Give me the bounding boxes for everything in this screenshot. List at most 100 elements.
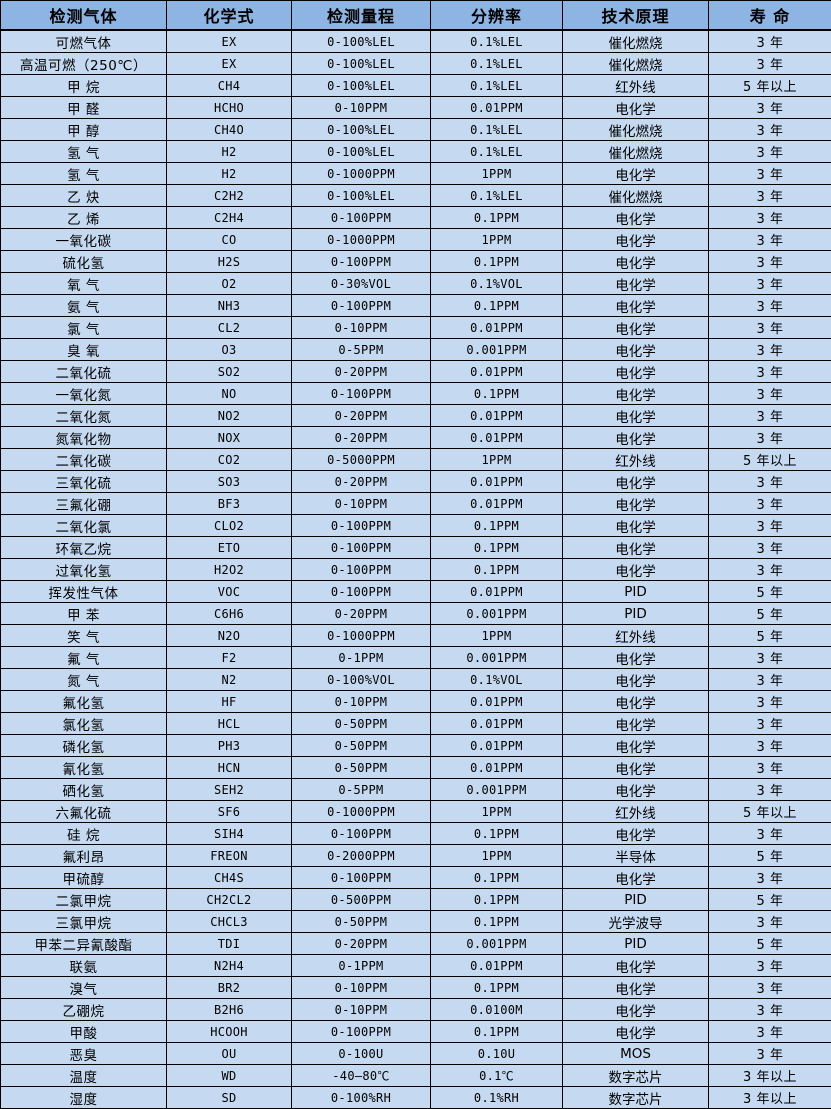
cell-lifespan: 3 年 xyxy=(709,383,831,405)
cell-chemical-formula: HCHO xyxy=(167,97,292,119)
cell-chemical-formula: SIH4 xyxy=(167,823,292,845)
cell-chemical-formula: C2H4 xyxy=(167,207,292,229)
cell-technology: PID xyxy=(563,933,709,955)
cell-lifespan: 3 年 xyxy=(709,251,831,273)
cell-chemical-formula: C6H6 xyxy=(167,603,292,625)
cell-resolution: 0.01PPM xyxy=(431,691,563,713)
cell-chemical-formula: H2 xyxy=(167,141,292,163)
cell-lifespan: 3 年 xyxy=(709,141,831,163)
cell-detection-range: 0-5PPM xyxy=(292,339,431,361)
cell-technology: 电化学 xyxy=(563,493,709,515)
cell-technology: 催化燃烧 xyxy=(563,119,709,141)
cell-detection-range: 0-20PPM xyxy=(292,933,431,955)
cell-lifespan: 3 年以上 xyxy=(709,1087,831,1109)
cell-gas-name: 甲 醛 xyxy=(1,97,167,119)
cell-resolution: 0.001PPM xyxy=(431,339,563,361)
cell-resolution: 0.1PPM xyxy=(431,295,563,317)
cell-lifespan: 3 年 xyxy=(709,757,831,779)
cell-detection-range: 0-100%LEL xyxy=(292,53,431,75)
cell-gas-name: 氧 气 xyxy=(1,273,167,295)
header-row: 检测气体 化学式 检测量程 分辨率 技术原理 寿 命 xyxy=(1,1,831,31)
cell-chemical-formula: N2 xyxy=(167,669,292,691)
cell-detection-range: 0-1000PPM xyxy=(292,801,431,823)
cell-technology: MOS xyxy=(563,1043,709,1065)
cell-resolution: 0.1%LEL xyxy=(431,141,563,163)
cell-technology: 红外线 xyxy=(563,625,709,647)
cell-lifespan: 3 年 xyxy=(709,1043,831,1065)
cell-resolution: 0.01PPM xyxy=(431,471,563,493)
cell-detection-range: 0-100%LEL xyxy=(292,119,431,141)
cell-resolution: 0.1PPM xyxy=(431,559,563,581)
cell-lifespan: 3 年 xyxy=(709,339,831,361)
cell-detection-range: 0-100PPM xyxy=(292,383,431,405)
cell-lifespan: 3 年 xyxy=(709,977,831,999)
cell-resolution: 0.10U xyxy=(431,1043,563,1065)
cell-detection-range: 0-10PPM xyxy=(292,999,431,1021)
cell-resolution: 0.1PPM xyxy=(431,977,563,999)
cell-lifespan: 3 年 xyxy=(709,317,831,339)
cell-chemical-formula: PH3 xyxy=(167,735,292,757)
cell-gas-name: 三氟化硼 xyxy=(1,493,167,515)
cell-chemical-formula: SO3 xyxy=(167,471,292,493)
cell-technology: 电化学 xyxy=(563,735,709,757)
cell-gas-name: 湿度 xyxy=(1,1087,167,1109)
column-header-resolution: 分辨率 xyxy=(431,1,563,31)
cell-lifespan: 3 年 xyxy=(709,691,831,713)
cell-gas-name: 可燃气体 xyxy=(1,30,167,53)
cell-technology: 数字芯片 xyxy=(563,1087,709,1109)
column-header-range: 检测量程 xyxy=(292,1,431,31)
cell-detection-range: 0-10PPM xyxy=(292,493,431,515)
cell-technology: 电化学 xyxy=(563,647,709,669)
cell-lifespan: 5 年以上 xyxy=(709,801,831,823)
cell-technology: 电化学 xyxy=(563,207,709,229)
cell-gas-name: 硅 烷 xyxy=(1,823,167,845)
cell-gas-name: 氯化氢 xyxy=(1,713,167,735)
cell-gas-name: 溴气 xyxy=(1,977,167,999)
cell-technology: 催化燃烧 xyxy=(563,141,709,163)
cell-chemical-formula: CH4 xyxy=(167,75,292,97)
cell-chemical-formula: SEH2 xyxy=(167,779,292,801)
cell-chemical-formula: HCN xyxy=(167,757,292,779)
cell-gas-name: 甲 烷 xyxy=(1,75,167,97)
cell-resolution: 1PPM xyxy=(431,163,563,185)
cell-resolution: 0.001PPM xyxy=(431,933,563,955)
cell-detection-range: 0-100PPM xyxy=(292,823,431,845)
cell-resolution: 0.001PPM xyxy=(431,779,563,801)
cell-lifespan: 3 年 xyxy=(709,53,831,75)
cell-gas-name: 二氧化碳 xyxy=(1,449,167,471)
cell-lifespan: 3 年 xyxy=(709,229,831,251)
cell-resolution: 0.1PPM xyxy=(431,515,563,537)
cell-resolution: 0.01PPM xyxy=(431,955,563,977)
cell-gas-name: 甲 苯 xyxy=(1,603,167,625)
cell-detection-range: 0-100PPM xyxy=(292,515,431,537)
cell-chemical-formula: B2H6 xyxy=(167,999,292,1021)
cell-chemical-formula: CO2 xyxy=(167,449,292,471)
cell-chemical-formula: C2H2 xyxy=(167,185,292,207)
cell-technology: 电化学 xyxy=(563,163,709,185)
cell-lifespan: 3 年 xyxy=(709,427,831,449)
cell-detection-range: 0-50PPM xyxy=(292,757,431,779)
cell-chemical-formula: OU xyxy=(167,1043,292,1065)
cell-resolution: 1PPM xyxy=(431,229,563,251)
cell-gas-name: 氟化氢 xyxy=(1,691,167,713)
cell-chemical-formula: O2 xyxy=(167,273,292,295)
cell-technology: 电化学 xyxy=(563,823,709,845)
cell-chemical-formula: BR2 xyxy=(167,977,292,999)
cell-chemical-formula: SD xyxy=(167,1087,292,1109)
cell-lifespan: 3 年 xyxy=(709,207,831,229)
cell-gas-name: 氮 气 xyxy=(1,669,167,691)
cell-detection-range: 0-50PPM xyxy=(292,735,431,757)
cell-detection-range: 0-20PPM xyxy=(292,405,431,427)
